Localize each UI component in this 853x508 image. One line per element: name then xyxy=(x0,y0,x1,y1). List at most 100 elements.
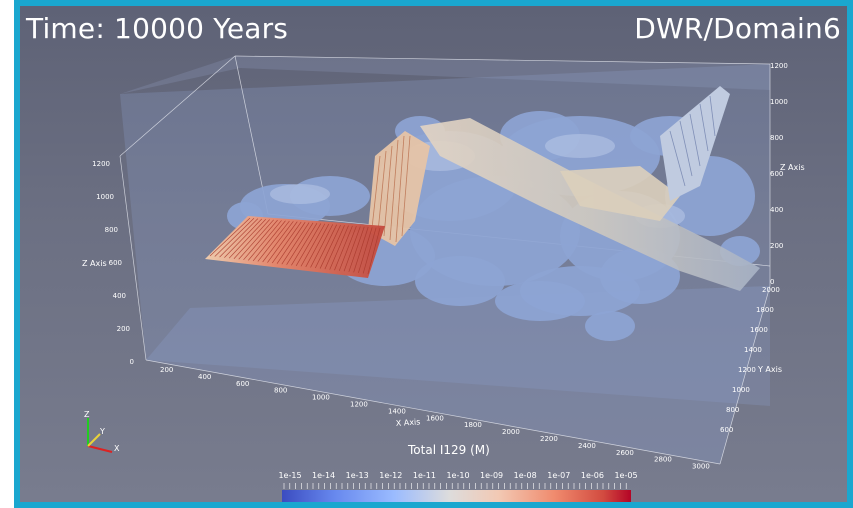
source-streak xyxy=(271,221,302,264)
source-streak xyxy=(257,220,290,262)
source-streak xyxy=(281,222,310,265)
colorbar-tick: 1e-11 xyxy=(413,471,436,480)
colorbar-tick: 1e-14 xyxy=(312,471,335,480)
colorbar-tick: 1e-08 xyxy=(514,471,537,480)
source-streak xyxy=(324,225,345,270)
source-streak xyxy=(338,226,357,271)
z-tick-left: 200 xyxy=(117,325,130,333)
z-tick-right: 600 xyxy=(770,170,783,178)
source-streak xyxy=(315,224,337,269)
source-streak xyxy=(233,219,270,259)
x-tick: 800 xyxy=(274,387,287,395)
y-tick: 800 xyxy=(726,406,739,414)
source-streak xyxy=(267,221,298,263)
y-tick: 1800 xyxy=(756,306,774,314)
z-tick-right: 1200 xyxy=(770,62,788,70)
y-axis-label: Y Axis xyxy=(757,365,782,374)
z-tick-right: 0 xyxy=(770,278,774,286)
source-streak xyxy=(238,219,274,260)
z-tick-left: 1000 xyxy=(96,193,114,201)
z-tick-left: 1200 xyxy=(92,160,110,168)
x-tick: 2200 xyxy=(540,435,558,443)
colorbar-tick: 1e-15 xyxy=(278,471,301,480)
volume-scene: 0 200 400 600 800 1000 1200 1200 1000 800 600 400 2… xyxy=(82,55,805,502)
source-streak xyxy=(219,218,259,258)
source-streak xyxy=(348,226,365,272)
source-streak xyxy=(228,218,267,259)
orientation-x-label: X xyxy=(114,444,120,453)
source-region xyxy=(205,216,385,278)
z-tick-right: 800 xyxy=(770,134,783,142)
source-streak xyxy=(343,226,361,272)
y-tick: 1200 xyxy=(738,366,756,374)
y-tick: 1000 xyxy=(732,386,750,394)
x-tick: 1800 xyxy=(464,421,482,429)
source-streak xyxy=(319,224,341,269)
source-streak xyxy=(367,227,381,275)
plume-ribbon xyxy=(420,118,760,291)
z-axis-label-left: Z Axis xyxy=(82,259,107,268)
plume-fin xyxy=(660,86,730,201)
source-streak xyxy=(329,225,349,270)
source-streak xyxy=(291,222,318,266)
source-streak xyxy=(262,221,294,263)
source-streak xyxy=(358,227,373,274)
z-axis-label-right: Z Axis xyxy=(780,163,805,172)
source-streak xyxy=(353,226,369,273)
colorbar-gradient xyxy=(282,490,631,502)
x-tick: 1200 xyxy=(350,401,368,409)
source-streak xyxy=(334,225,353,271)
x-tick: 2000 xyxy=(502,428,520,436)
source-streak xyxy=(305,223,330,268)
render-viewport[interactable]: 0 200 400 600 800 1000 1200 1200 1000 800 600 400 2… xyxy=(20,6,847,502)
z-tick-left: 400 xyxy=(113,292,126,300)
z-tick-right: 400 xyxy=(770,206,783,214)
x-tick: 1600 xyxy=(426,414,444,422)
x-tick: 1400 xyxy=(388,407,406,415)
z-tick-left: 0 xyxy=(130,358,134,366)
colorbar-tick: 1e-09 xyxy=(480,471,503,480)
colorbar-tick: 1e-13 xyxy=(346,471,369,480)
source-streak xyxy=(300,223,326,267)
x-tick: 400 xyxy=(198,373,211,381)
colorbar-tick: 1e-05 xyxy=(614,471,637,480)
source-streak xyxy=(243,219,278,261)
axis-labels: 0 200 400 600 800 1000 1200 1200 1000 800 600 400 2… xyxy=(82,62,805,471)
x-tick: 2800 xyxy=(654,456,672,464)
colorbar-title: Total I129 (M) xyxy=(407,443,490,457)
source-streak xyxy=(209,217,251,257)
source-streak xyxy=(286,222,314,265)
y-tick: 1400 xyxy=(744,346,762,354)
source-streak xyxy=(224,218,263,258)
domain-label: DWR/Domain6 xyxy=(634,12,841,45)
x-tick: 600 xyxy=(236,380,249,388)
orientation-y-label: Y xyxy=(99,427,105,436)
z-tick-right: 1000 xyxy=(770,98,788,106)
x-tick: 1000 xyxy=(312,394,330,402)
source-streak xyxy=(252,220,286,262)
x-axis-label: X Axis xyxy=(396,417,421,428)
orientation-z-label: Z xyxy=(84,410,90,419)
source-streak xyxy=(248,220,282,261)
colorbar-tick: 1e-10 xyxy=(446,471,469,480)
colorbar-tick: 1e-12 xyxy=(379,471,402,480)
color-legend: Total I129 (M) 1e-15 1e-14 1e-13 1e-12 1e-11… xyxy=(278,443,638,502)
x-tick: 2600 xyxy=(616,449,634,457)
y-tick: 600 xyxy=(720,426,733,434)
z-tick-left: 600 xyxy=(109,259,122,267)
x-tick: 2400 xyxy=(578,442,596,450)
time-label: Time: 10000 Years xyxy=(26,12,289,45)
source-streak xyxy=(310,224,334,268)
source-streak xyxy=(362,227,377,274)
source-streak xyxy=(295,223,322,266)
x-tick: 200 xyxy=(160,366,173,374)
plume-column xyxy=(368,131,430,246)
colorbar-tick: 1e-06 xyxy=(581,471,604,480)
source-streak xyxy=(276,222,306,264)
orientation-axes: Z Y X xyxy=(84,410,120,453)
x-tick: 3000 xyxy=(692,463,710,471)
y-tick: 2000 xyxy=(762,286,780,294)
z-tick-right: 200 xyxy=(770,242,783,250)
source-streak xyxy=(214,218,255,257)
y-tick: 1600 xyxy=(750,326,768,334)
